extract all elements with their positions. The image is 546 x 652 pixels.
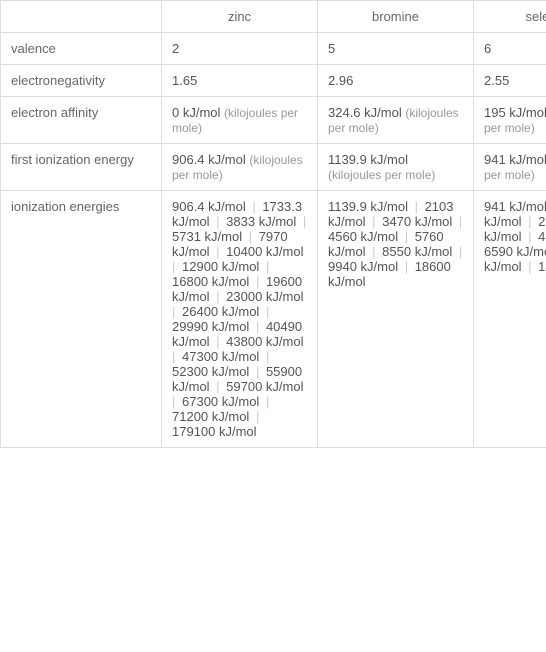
table-row: first ionization energy906.4 kJ/mol (kil… xyxy=(1,144,546,191)
table-cell: 906.4 kJ/mol (kilojoules per mole) xyxy=(162,144,318,191)
separator: | xyxy=(210,244,227,259)
table-header-row: zinc bromine selenium xyxy=(1,1,546,33)
cell-value: 1139.9 kJ/mol xyxy=(328,152,408,167)
table-cell: 2.55 xyxy=(474,65,546,97)
table-row: electronegativity1.652.962.55 xyxy=(1,65,546,97)
list-value: 6590 kJ/mol xyxy=(484,244,546,259)
row-header: electron affinity xyxy=(1,97,162,144)
table-body: valence256electronegativity1.652.962.55e… xyxy=(1,33,546,448)
row-header: valence xyxy=(1,33,162,65)
list-value: 23000 kJ/mol xyxy=(226,289,303,304)
list-value: 4560 kJ/mol xyxy=(328,229,398,244)
header-zinc: zinc xyxy=(162,1,318,33)
separator: | xyxy=(259,394,272,409)
header-empty xyxy=(1,1,162,33)
separator: | xyxy=(522,229,539,244)
separator: | xyxy=(259,349,272,364)
header-selenium: selenium xyxy=(474,1,546,33)
list-value: 3470 kJ/mol xyxy=(382,214,452,229)
separator: | xyxy=(249,409,262,424)
list-value: 5731 kJ/mol xyxy=(172,229,242,244)
table-cell: 941 kJ/mol | 2045 kJ/mol | 2973.7 kJ/mol… xyxy=(474,191,546,448)
separator: | xyxy=(210,289,227,304)
separator: | xyxy=(242,229,259,244)
list-value: 9940 kJ/mol xyxy=(328,259,398,274)
list-value: 906.4 kJ/mol xyxy=(172,199,246,214)
list-value: 12900 kJ/mol xyxy=(182,259,259,274)
list-value: 47300 kJ/mol xyxy=(182,349,259,364)
list-value: 43800 kJ/mol xyxy=(226,334,303,349)
separator: | xyxy=(522,214,539,229)
separator: | xyxy=(249,364,266,379)
separator: | xyxy=(452,214,465,229)
separator: | xyxy=(249,274,266,289)
list-value: 941 kJ/mol xyxy=(484,199,546,214)
table-cell: 941 kJ/mol (kilojoules per mole) xyxy=(474,144,546,191)
list-value: 26400 kJ/mol xyxy=(182,304,259,319)
cell-value: 941 kJ/mol xyxy=(484,152,546,167)
cell-value: 195 kJ/mol xyxy=(484,105,546,120)
separator: | xyxy=(259,259,272,274)
separator: | xyxy=(296,214,309,229)
list-value: 16800 kJ/mol xyxy=(172,274,249,289)
table-cell: 1.65 xyxy=(162,65,318,97)
table-cell: 906.4 kJ/mol | 1733.3 kJ/mol | 3833 kJ/m… xyxy=(162,191,318,448)
separator: | xyxy=(246,199,263,214)
row-header: ionization energies xyxy=(1,191,162,448)
separator: | xyxy=(210,379,227,394)
table-row: valence256 xyxy=(1,33,546,65)
separator: | xyxy=(366,244,383,259)
table-cell: 6 xyxy=(474,33,546,65)
list-value: 59700 kJ/mol xyxy=(226,379,303,394)
table-cell: 0 kJ/mol (kilojoules per mole) xyxy=(162,97,318,144)
cell-value: 324.6 kJ/mol xyxy=(328,105,405,120)
separator: | xyxy=(210,334,227,349)
separator: | xyxy=(522,259,539,274)
separator: | xyxy=(452,244,465,259)
separator: | xyxy=(398,229,415,244)
table-cell: 195 kJ/mol (kilojoules per mole) xyxy=(474,97,546,144)
table-cell: 1139.9 kJ/mol | 2103 kJ/mol | 3470 kJ/mo… xyxy=(318,191,474,448)
header-bromine: bromine xyxy=(318,1,474,33)
row-header: first ionization energy xyxy=(1,144,162,191)
cell-value: 0 kJ/mol xyxy=(172,105,224,120)
list-value: 71200 kJ/mol xyxy=(172,409,249,424)
table-cell: 5 xyxy=(318,33,474,65)
list-value: 179100 kJ/mol xyxy=(172,424,257,439)
separator: | xyxy=(210,214,227,229)
element-properties-table: zinc bromine selenium valence256electron… xyxy=(0,0,546,448)
table-cell: 1139.9 kJ/mol (kilojoules per mole) xyxy=(318,144,474,191)
list-value: 8550 kJ/mol xyxy=(382,244,452,259)
cell-unit: (kilojoules per mole) xyxy=(328,168,435,182)
table-row: ionization energies906.4 kJ/mol | 1733.3… xyxy=(1,191,546,448)
separator: | xyxy=(366,214,383,229)
list-value: 10400 kJ/mol xyxy=(226,244,303,259)
list-value: 29990 kJ/mol xyxy=(172,319,249,334)
list-value: 14990 kJ/mol xyxy=(538,259,546,274)
separator: | xyxy=(249,319,266,334)
separator: | xyxy=(259,304,272,319)
cell-value: 906.4 kJ/mol xyxy=(172,152,249,167)
table-cell: 2.96 xyxy=(318,65,474,97)
table-row: electron affinity0 kJ/mol (kilojoules pe… xyxy=(1,97,546,144)
list-value: 4144 kJ/mol xyxy=(538,229,546,244)
list-value: 1139.9 kJ/mol xyxy=(328,199,408,214)
table-cell: 2 xyxy=(162,33,318,65)
list-value: 52300 kJ/mol xyxy=(172,364,249,379)
table-cell: 324.6 kJ/mol (kilojoules per mole) xyxy=(318,97,474,144)
list-value: 67300 kJ/mol xyxy=(182,394,259,409)
row-header: electronegativity xyxy=(1,65,162,97)
list-value: 3833 kJ/mol xyxy=(226,214,296,229)
separator: | xyxy=(398,259,415,274)
separator: | xyxy=(408,199,425,214)
